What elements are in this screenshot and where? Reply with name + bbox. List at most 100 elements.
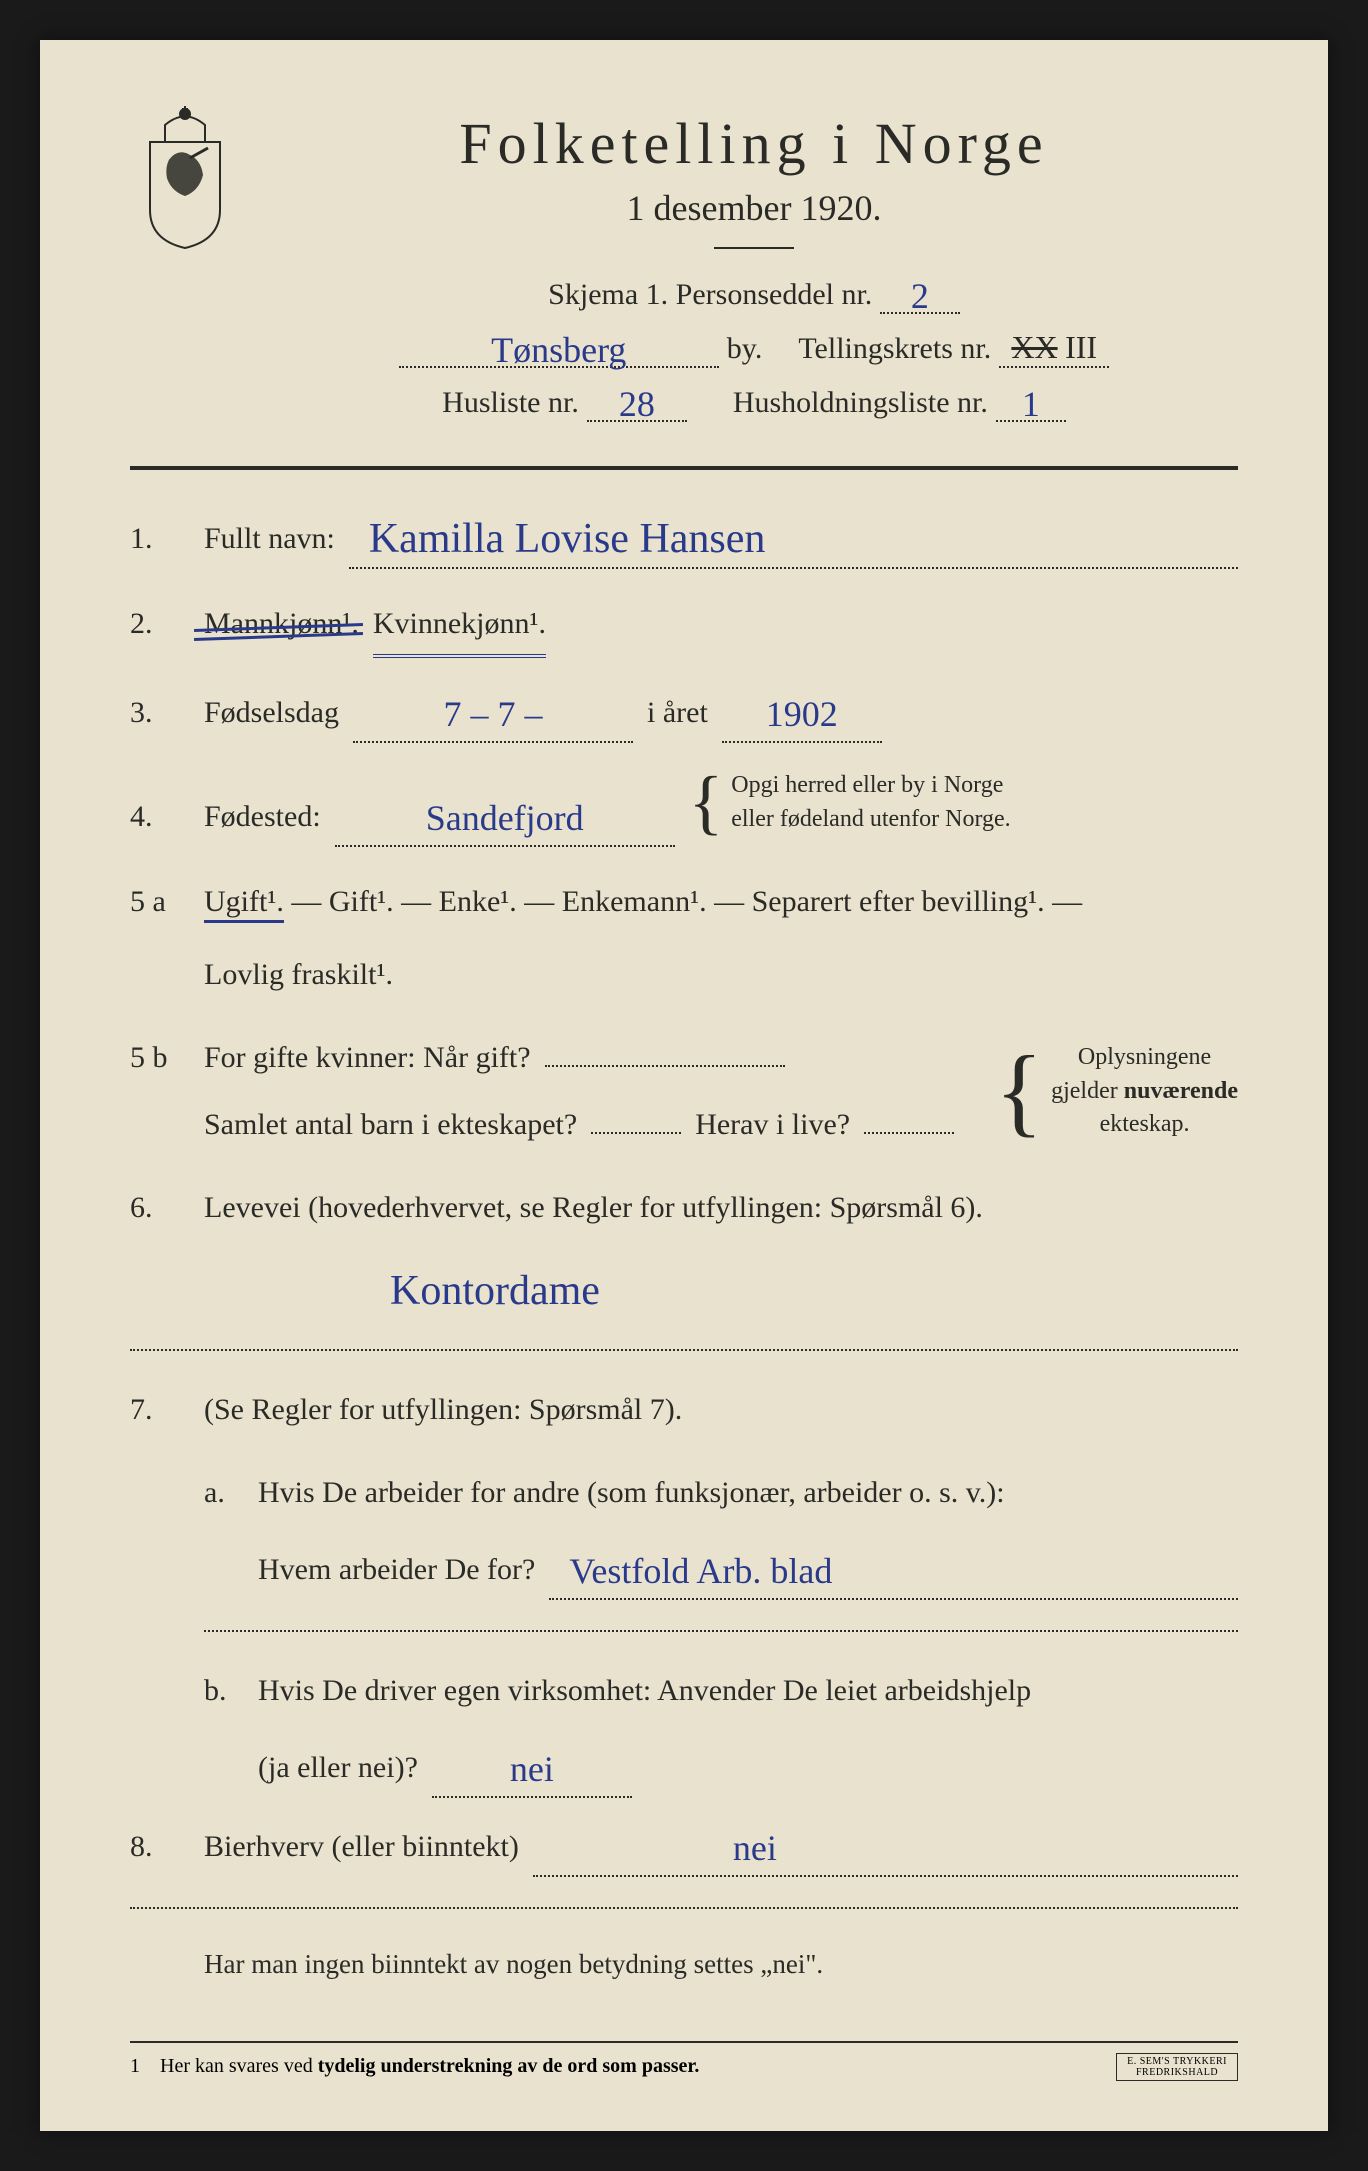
q7a-l2: Hvem arbeider De for?: [258, 1541, 535, 1598]
q4-note-group: { Opgi herred eller by i Norge eller fød…: [689, 769, 1011, 836]
q8-field: nei: [533, 1818, 1238, 1877]
q3-year-label: i året: [647, 684, 708, 741]
q7b-l2: (ja eller nei)?: [258, 1739, 418, 1796]
q8-num: 8.: [130, 1818, 190, 1875]
q7b-l1: Hvis De driver egen virksomhet: Anvender…: [258, 1662, 1031, 1719]
q8-note: Har man ingen biinntekt av nogen betydni…: [130, 1939, 1238, 1990]
husholdning-label: Husholdningsliste nr.: [733, 386, 988, 420]
q3-day: 7 – 7 –: [444, 696, 543, 732]
q3-year: 1902: [766, 696, 838, 732]
q5b-row: 5 b For gifte kvinner: Når gift? Samlet …: [130, 1029, 1238, 1153]
q7b-field: nei: [432, 1739, 632, 1798]
personseddel-nr: 2: [911, 278, 929, 314]
q4-row: 4. Fødested: Sandefjord { Opgi herred el…: [130, 769, 1238, 847]
coat-of-arms-icon: [130, 100, 240, 250]
title: Folketelling i Norge: [270, 110, 1238, 177]
footnote-text: 1 Her kan svares ved tydelig understrekn…: [130, 2055, 699, 2078]
brace-icon: {: [689, 777, 724, 827]
q4-num: 4.: [130, 788, 190, 845]
q1-num: 1.: [130, 510, 190, 567]
q7-row: 7. (Se Regler for utfyllingen: Spørsmål …: [130, 1381, 1238, 1438]
tellingskrets-field: XX III: [999, 329, 1109, 368]
date: 1 desember 1920.: [270, 187, 1238, 229]
q6-value: Kontordame: [390, 1270, 600, 1312]
city-field: Tønsberg: [399, 328, 719, 368]
husholdning-field: 1: [996, 382, 1066, 422]
husholdning-nr: 1: [1022, 386, 1040, 422]
q8-label: Bierhverv (eller biinntekt): [204, 1818, 519, 1875]
q2-mann: Mannkjønn¹.: [204, 595, 359, 652]
tellingskrets-label: Tellingskrets nr.: [798, 332, 991, 366]
skjema-line: Skjema 1. Personseddel nr. 2: [270, 274, 1238, 314]
q5b-l2b: Herav i live?: [695, 1096, 850, 1153]
q7-num: 7.: [130, 1381, 190, 1438]
skjema-label: Skjema 1. Personseddel nr.: [548, 278, 872, 311]
tellingskrets-nr: III: [1065, 329, 1097, 365]
form-body: 1. Fullt navn: Kamilla Lovise Hansen 2. …: [130, 510, 1238, 1991]
footnote-marker: 1: [130, 2055, 140, 2077]
city-value: Tønsberg: [491, 332, 626, 368]
q7a-field: Vestfold Arb. blad: [549, 1541, 1238, 1600]
title-block: Folketelling i Norge 1 desember 1920. Sk…: [270, 100, 1238, 436]
q5b-l1: For gifte kvinner: Når gift?: [204, 1029, 531, 1086]
printer-stamp: E. SEM'S TRYKKERI FREDRIKSHALD: [1116, 2053, 1238, 2081]
q8-value: nei: [553, 1830, 777, 1866]
q5b-left: 5 b For gifte kvinner: Når gift? Samlet …: [130, 1029, 975, 1153]
q4-note: Opgi herred eller by i Norge eller fødel…: [731, 769, 1010, 836]
q7-label: (Se Regler for utfyllingen: Spørsmål 7).: [204, 1381, 682, 1438]
q2-row: 2. Mannkjønn¹. Kvinnekjønn¹.: [130, 595, 1238, 658]
q4-note-l1: Opgi herred eller by i Norge: [731, 769, 1010, 803]
q3-year-field: 1902: [722, 684, 882, 743]
q4-label: Fødested:: [204, 788, 321, 845]
q7a-l1: Hvis De arbeider for andre (som funksjon…: [258, 1464, 1005, 1521]
q4-note-l2: eller fødeland utenfor Norge.: [731, 803, 1010, 837]
q1-label: Fullt navn:: [204, 510, 335, 567]
q4-value: Sandefjord: [426, 800, 584, 836]
q6-num: 6.: [130, 1179, 190, 1236]
q3-row: 3. Fødselsdag 7 – 7 – i året 1902: [130, 684, 1238, 743]
q5b-note: Oplysningene gjelder nuværende ekteskap.: [1051, 1041, 1238, 1142]
footnote-a: Her kan svares ved: [160, 2055, 318, 2077]
q5b-note-group: { Oplysningene gjelder nuværende ekteska…: [995, 1041, 1238, 1142]
q6-line: [130, 1349, 1238, 1351]
q7b-row1: b. Hvis De driver egen virksomhet: Anven…: [130, 1662, 1238, 1719]
q7a-line: [204, 1630, 1238, 1632]
q4-field: Sandefjord: [335, 788, 675, 847]
husliste-label: Husliste nr.: [442, 386, 579, 420]
q1-value: Kamilla Lovise Hansen: [369, 518, 766, 560]
city-line: Tønsberg by. Tellingskrets nr. XX III: [270, 328, 1238, 368]
q7a-row1: a. Hvis De arbeider for andre (som funks…: [130, 1464, 1238, 1521]
q5a-ugift: Ugift¹.: [204, 885, 284, 923]
q5b-gift-field: [545, 1065, 785, 1067]
q5b-note-l3: ekteskap.: [1051, 1108, 1238, 1142]
husliste-line: Husliste nr. 28 Husholdningsliste nr. 1: [270, 382, 1238, 422]
husliste-nr: 28: [619, 386, 655, 422]
q6-row: 6. Levevei (hovederhvervet, se Regler fo…: [130, 1179, 1238, 1236]
footnote: 1 Her kan svares ved tydelig understrekn…: [130, 2041, 1238, 2081]
q2-kvinne: Kvinnekjønn¹.: [373, 595, 546, 658]
q7b-value: nei: [510, 1751, 554, 1787]
q3-day-field: 7 – 7 –: [353, 684, 633, 743]
header: Folketelling i Norge 1 desember 1920. Sk…: [130, 100, 1238, 436]
q5a-row2: Lovlig fraskilt¹.: [130, 946, 1238, 1003]
q5a-num: 5 a: [130, 873, 190, 930]
stamp-l2: FREDRIKSHALD: [1127, 2067, 1227, 2078]
q5b-live-field: [864, 1132, 954, 1134]
tellingskrets-strike: XX: [1011, 329, 1057, 365]
q5b-barn-field: [591, 1132, 681, 1134]
q7b-row2: (ja eller nei)? nei: [130, 1739, 1238, 1798]
brace-icon: {: [995, 1056, 1043, 1126]
q5b-note-l2: gjelder nuværende: [1051, 1075, 1238, 1109]
personseddel-nr-field: 2: [880, 274, 960, 314]
q7a-letter: a.: [204, 1464, 244, 1521]
q7a-value: Vestfold Arb. blad: [569, 1553, 832, 1589]
q8-row: 8. Bierhverv (eller biinntekt) nei: [130, 1818, 1238, 1877]
by-label: by.: [727, 332, 763, 366]
q5a-line2: Lovlig fraskilt¹.: [204, 946, 393, 1003]
footnote-b: tydelig understrekning av de ord som pas…: [318, 2055, 700, 2077]
census-form-page: Folketelling i Norge 1 desember 1920. Sk…: [40, 40, 1328, 2131]
q3-label: Fødselsdag: [204, 684, 339, 741]
stamp-l1: E. SEM'S TRYKKERI: [1127, 2056, 1227, 2067]
q6-answer: Kontordame: [130, 1262, 1238, 1319]
q1-row: 1. Fullt navn: Kamilla Lovise Hansen: [130, 510, 1238, 569]
